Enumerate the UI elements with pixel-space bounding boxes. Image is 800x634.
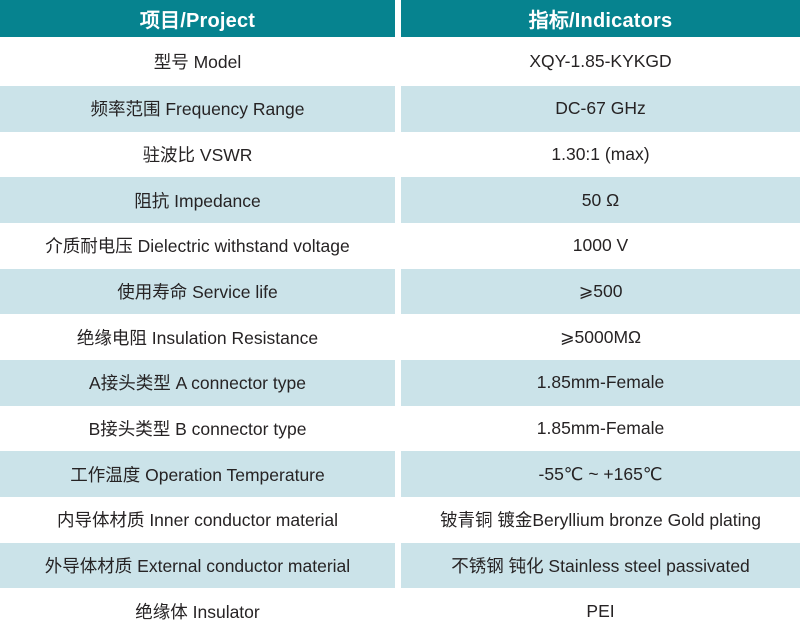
project-cell: 型号 Model xyxy=(0,37,395,87)
indicator-cell: XQY-1.85-KYKGD xyxy=(401,37,800,87)
project-cell: 频率范围 Frequency Range xyxy=(0,86,395,132)
table-row: 内导体材质 Inner conductor material 铍青铜 镀金Ber… xyxy=(0,497,800,543)
table-row: 绝缘体 Insulator PEI xyxy=(0,588,800,634)
header-cell-indicators: 指标/Indicators xyxy=(401,0,800,37)
table-row: 介质耐电压 Dielectric withstand voltage 1000 … xyxy=(0,223,800,269)
table-header-row: 项目/Project 指标/Indicators xyxy=(0,0,800,37)
project-cell: 内导体材质 Inner conductor material xyxy=(0,497,395,543)
indicator-cell: 不锈钢 钝化 Stainless steel passivated xyxy=(401,542,800,589)
project-cell: 绝缘体 Insulator xyxy=(0,588,395,634)
table-row: 阻抗 Impedance 50 Ω xyxy=(0,177,800,224)
project-cell: B接头类型 B connector type xyxy=(0,405,395,452)
project-cell: A接头类型 A connector type xyxy=(0,360,395,406)
table-row: 绝缘电阻 Insulation Resistance ⩾5000MΩ xyxy=(0,314,800,361)
indicator-cell: ⩾5000MΩ xyxy=(401,314,800,361)
indicator-cell: -55℃ ~ +165℃ xyxy=(401,451,800,498)
project-cell: 驻波比 VSWR xyxy=(0,131,395,178)
indicator-cell: ⩾500 xyxy=(401,268,800,315)
table-row: 频率范围 Frequency Range DC-67 GHz xyxy=(0,86,800,132)
project-cell: 介质耐电压 Dielectric withstand voltage xyxy=(0,223,395,269)
indicator-cell: 1.30:1 (max) xyxy=(401,131,800,178)
table-row: 型号 Model XQY-1.85-KYKGD xyxy=(0,37,800,87)
project-cell: 使用寿命 Service life xyxy=(0,268,395,315)
indicator-cell: PEI xyxy=(401,588,800,634)
table-row: 工作温度 Operation Temperature -55℃ ~ +165℃ xyxy=(0,451,800,498)
indicator-cell: 1.85mm-Female xyxy=(401,405,800,452)
project-cell: 外导体材质 External conductor material xyxy=(0,542,395,589)
header-cell-project: 项目/Project xyxy=(0,0,395,37)
table-row: 驻波比 VSWR 1.30:1 (max) xyxy=(0,131,800,178)
project-cell: 工作温度 Operation Temperature xyxy=(0,451,395,498)
indicator-cell: DC-67 GHz xyxy=(401,86,800,132)
project-cell: 阻抗 Impedance xyxy=(0,177,395,224)
indicator-cell: 铍青铜 镀金Beryllium bronze Gold plating xyxy=(401,497,800,543)
table-row: A接头类型 A connector type 1.85mm-Female xyxy=(0,360,800,406)
table-row: 使用寿命 Service life ⩾500 xyxy=(0,268,800,315)
project-cell: 绝缘电阻 Insulation Resistance xyxy=(0,314,395,361)
indicator-cell: 50 Ω xyxy=(401,177,800,224)
table-row: 外导体材质 External conductor material 不锈钢 钝化… xyxy=(0,542,800,589)
table-row: B接头类型 B connector type 1.85mm-Female xyxy=(0,405,800,452)
indicator-cell: 1000 V xyxy=(401,223,800,269)
indicator-cell: 1.85mm-Female xyxy=(401,360,800,406)
